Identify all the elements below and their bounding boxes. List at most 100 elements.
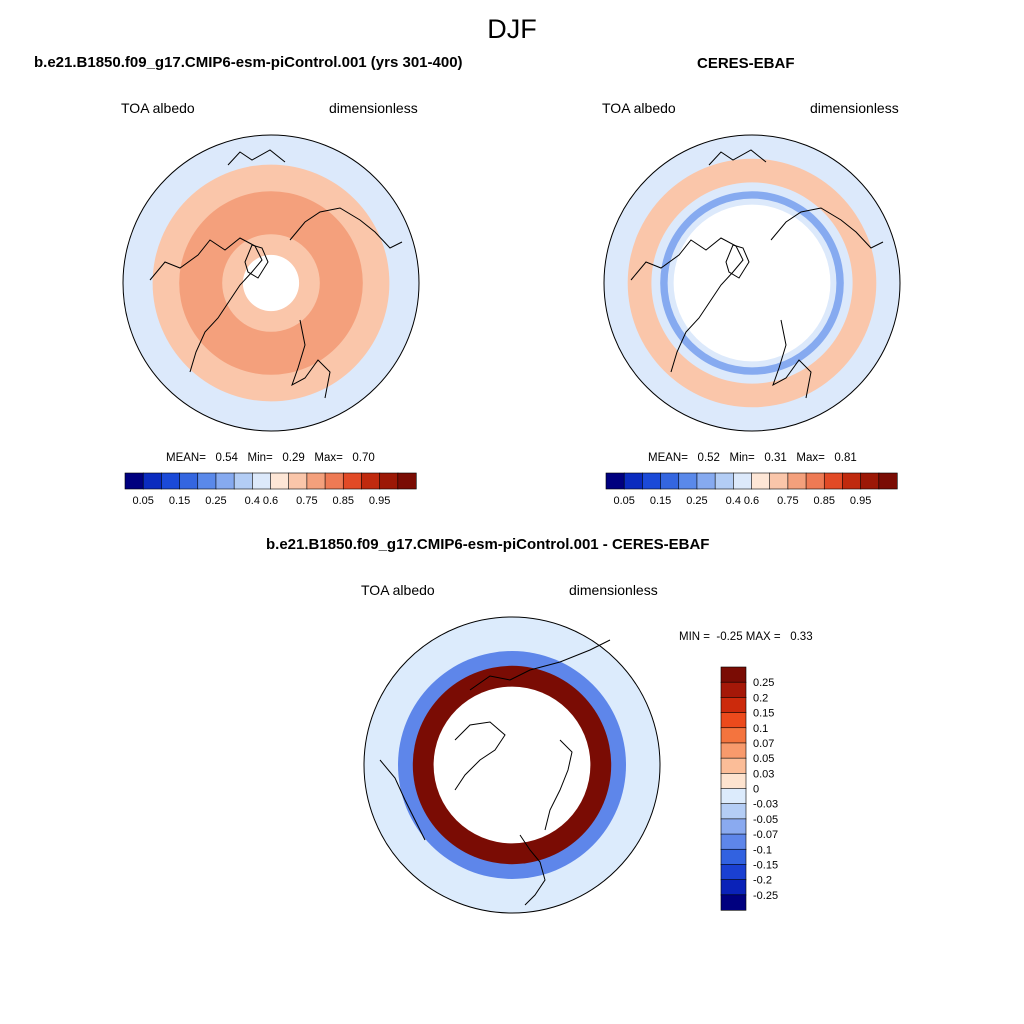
panel1-max-label: Max= [314,452,343,464]
panel3-coast-europe [544,739,573,831]
panel2-mean: 0.52 [697,452,720,464]
panel2-coast-north-america [630,237,744,373]
panel1-colorbar-swatch-16 [397,472,417,490]
panel1-colorbar: 0.05 0.15 0.25 0.4 0.6 0.75 0.85 0.95 [124,472,417,507]
panel1-colorbar-swatch-14 [361,472,381,490]
panel2-colorbar-swatch-10 [769,472,789,490]
panel3-field-ring-4 [433,686,591,844]
panel3-colorbar-tick-label: -0.2 [753,875,772,887]
panel3-colorbar-swatch-5 [720,727,747,744]
panel2-map [604,135,900,431]
panel1-colorbar-swatch-6 [215,472,235,490]
panel1-colorbar-tick-label: 0.05 [132,495,153,507]
panel3-colorbar-tick-label: 0.2 [753,692,768,704]
panel1-coast-eurasia [289,207,403,249]
panel1-coastlines [149,149,403,399]
panel3-stats: MIN = -0.25 MAX = 0.33 [679,631,813,643]
panel3-colorbar-swatch-15 [720,879,747,896]
panel3-map [364,617,660,913]
panel3-colorbar-tick-label: 0.03 [753,768,774,780]
panel3-title: b.e21.B1850.f09_g17.CMIP6-esm-piControl.… [266,536,710,553]
panel1-colorbar-tick-label: 0.15 [169,495,190,507]
panel2-colorbar-swatch-7 [714,472,734,490]
panel3-coast-arctic [454,721,506,791]
panel1-colorbar-tick-label: 0.4 [245,495,260,507]
panel2-coast-eurasia [770,207,884,249]
panel3-colorbar-tick-label: -0.15 [753,859,778,871]
panel2-colorbar-tick-label: 0.6 [744,495,759,507]
panel2-coast-europe [772,319,812,399]
panel2-colorbar-tick-label: 0.85 [814,495,835,507]
panel3-colorbar-tick-label: 0 [753,784,759,796]
panel2-min: 0.31 [764,452,787,464]
figure-title: DJF [487,14,537,44]
panel1-field-ring-5 [242,254,300,312]
panel2-colorbar-swatch-13 [823,472,844,490]
panel1-colorbar-swatch-9 [270,472,290,490]
panel3-colorbar-tick-label: -0.25 [753,890,778,902]
panel3-colorbar: 0.25 0.2 0.15 0.1 0.07 0.05 0.03 0 -0.03 -0.05 -0.… [720,666,778,911]
panel2-coast-east-asia [708,149,767,166]
panel1-coast-east-asia [227,149,286,166]
panel1-colorbar-tick-label: 0.85 [333,495,354,507]
panel2-colorbar-swatch-9 [751,472,771,490]
panel3-colorbar-swatch-12 [720,833,747,850]
panel1-variable-label: TOA albedo [121,100,195,116]
panel3-colorbar-swatch-16 [720,894,747,911]
panel3-coastlines [379,639,611,906]
panel2-coastlines [630,149,884,399]
panel3-colorbar-tick-label: 0.15 [753,708,774,720]
panel3-colorbar-swatch-14 [720,864,747,881]
panel2-stats: MEAN= 0.52 Min= 0.31 Max= 0.81 [648,452,857,464]
panel2-colorbar-tick-label: 0.05 [613,495,634,507]
panel3-colorbar-swatch-6 [720,742,747,759]
panel2-coast-greenland [725,244,750,279]
panel2-colorbar-tick-label: 0.15 [650,495,671,507]
panel1-map [123,135,419,431]
panel2-mean-label: MEAN= [648,452,688,464]
panel1-max: 0.70 [352,452,375,464]
panel3-colorbar-swatch-4 [720,712,747,729]
panel2-variable-label: TOA albedo [602,100,676,116]
panel3-colorbar-tick-label: -0.05 [753,814,778,826]
panel3-colorbar-tick-label: 0.25 [753,677,774,689]
panel1-map-border [122,134,420,432]
panel2-colorbar-swatch-5 [678,472,698,490]
panel2-colorbar-tick-label: 0.25 [686,495,707,507]
panel2-colorbar-tick-label: 0.75 [777,495,798,507]
panel3-colorbar-swatch-11 [720,818,747,835]
panel1-colorbar-tick-label: 0.75 [296,495,317,507]
panel2-colorbar-swatch-16 [878,472,898,490]
panel1-colorbar-swatch-15 [379,472,399,490]
panel1-colorbar-swatch-11 [306,472,326,490]
panel2-max-label: Max= [796,452,825,464]
panel3-coast-americas [379,759,426,841]
panel3-colorbar-swatch-3 [720,697,747,714]
panel2-colorbar: 0.05 0.15 0.25 0.4 0.6 0.75 0.85 0.95 [605,472,898,507]
panel1-colorbar-swatch-12 [324,472,344,490]
panel3-colorbar-swatch-1 [720,666,747,683]
panel1-colorbar-tick-label: 0.25 [205,495,226,507]
panel2-colorbar-swatch-12 [805,472,825,490]
panel1-colorbar-tick-label: 0.95 [369,495,390,507]
panel1-colorbar-swatch-3 [161,472,181,490]
panel3-colorbar-swatch-10 [720,803,747,820]
panel2-colorbar-tick-label: 0.95 [850,495,871,507]
panel1-colorbar-swatch-7 [233,472,253,490]
panel1-coast-greenland [244,244,269,279]
panel2-colorbar-swatch-4 [660,472,680,490]
panel1-colorbar-swatch-5 [197,472,217,490]
panel3-colorbar-tick-label: 0.07 [753,738,774,750]
panel2-title: CERES-EBAF [697,55,795,72]
panel1-stats: MEAN= 0.54 Min= 0.29 Max= 0.70 [166,452,375,464]
panel3-colorbar-tick-label: -0.07 [753,829,778,841]
panel2-colorbar-swatch-11 [787,472,807,490]
panel1-min-label: Min= [247,452,273,464]
panel3-map-border [363,616,661,914]
panel2-min-label: Min= [729,452,755,464]
panel2-max: 0.81 [834,452,857,464]
panel3-colorbar-swatch-13 [720,848,747,866]
panel3-coast-scandinavia [519,834,546,906]
panel3-colorbar-tick-label: -0.03 [753,799,778,811]
panel1-colorbar-swatch-2 [142,472,162,490]
